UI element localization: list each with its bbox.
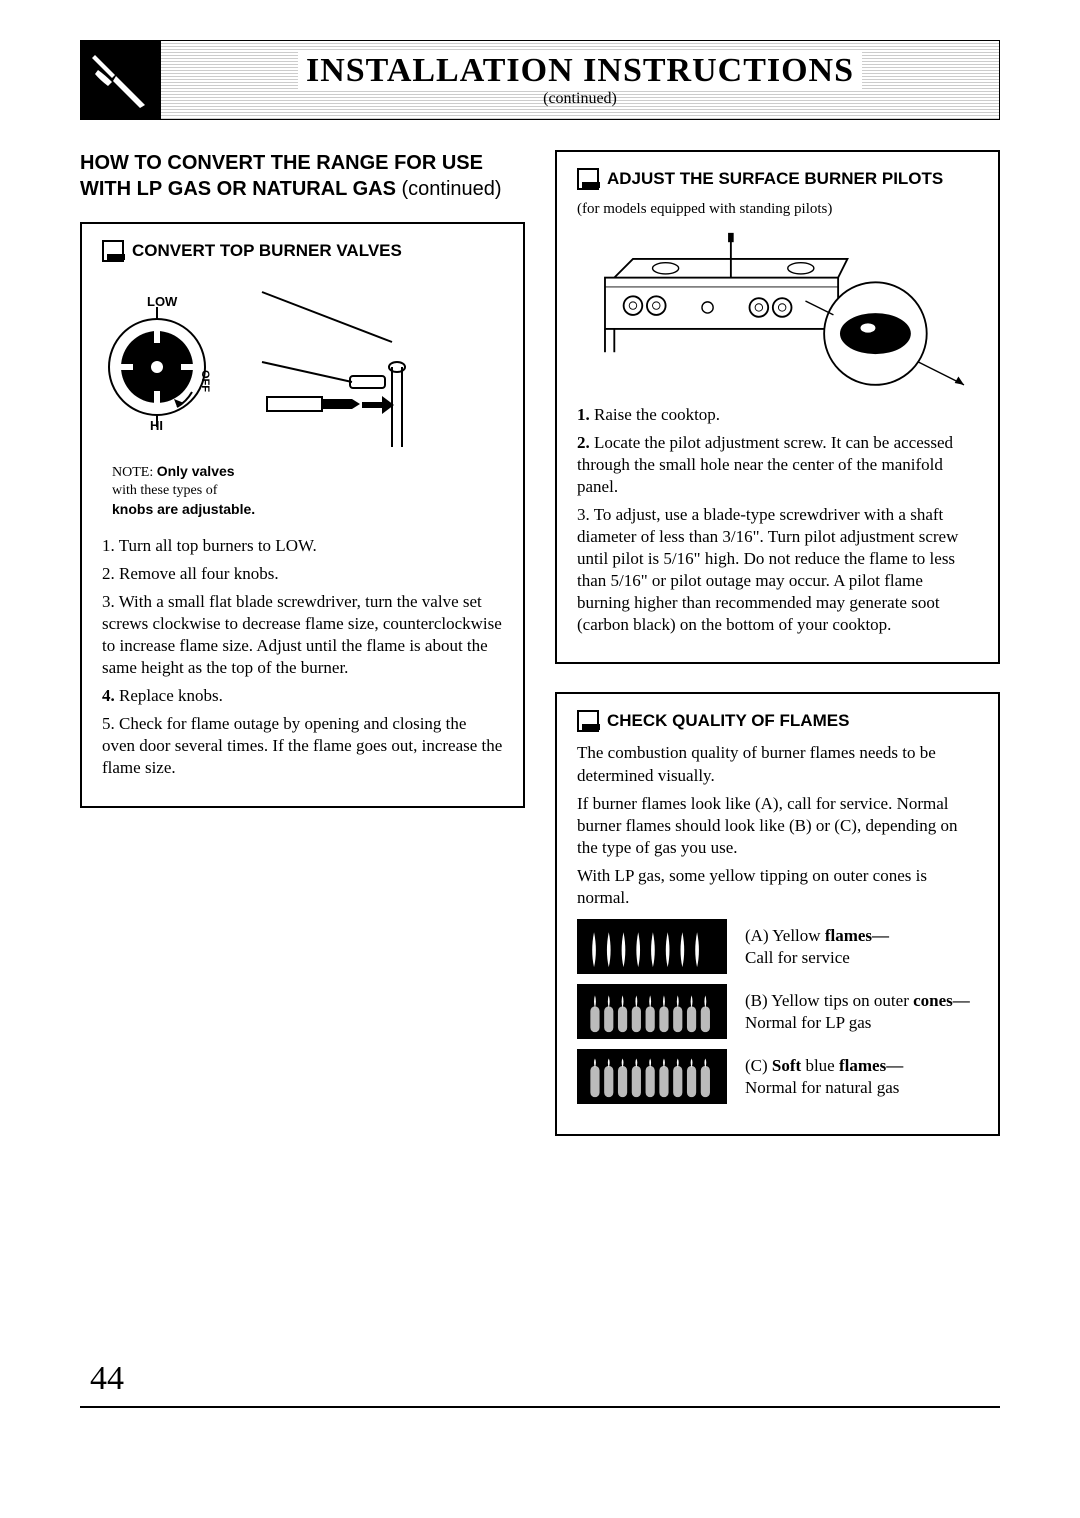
screwdriver-diagram bbox=[232, 272, 432, 452]
pilots-subtitle: (for models equipped with standing pilot… bbox=[577, 200, 978, 220]
pilot-step1: 1. Raise the cooktop. bbox=[577, 404, 978, 426]
section-heading: HOW TO CONVERT THE RANGE FOR USE WITH LP… bbox=[80, 150, 525, 202]
step1: 1. Turn all top burners to LOW. bbox=[102, 535, 503, 557]
step2: 2. Remove all four knobs. bbox=[102, 563, 503, 585]
flames-p3: With LP gas, some yellow tipping on oute… bbox=[577, 865, 978, 909]
note-prefix: NOTE: bbox=[112, 465, 157, 480]
note-bold1: Only valves bbox=[157, 463, 235, 479]
diagram-row: LOW OFF HI bbox=[102, 272, 503, 452]
fc-c: Normal for natural gas bbox=[745, 1078, 899, 1097]
cooktop-diagram bbox=[577, 226, 978, 396]
knob-note: NOTE: Only valves with these types of kn… bbox=[112, 462, 503, 521]
pilot-step3: 3. To adjust, use a blade-type screwdriv… bbox=[577, 504, 978, 637]
header-title: INSTALLATION INSTRUCTIONS bbox=[298, 52, 862, 90]
heading-line1: HOW TO CONVERT THE RANGE FOR USE bbox=[80, 152, 483, 174]
right-column: ADJUST THE SURFACE BURNER PILOTS (for mo… bbox=[555, 150, 1000, 1164]
check-flames-box: CHECK QUALITY OF FLAMES The combustion q… bbox=[555, 692, 1000, 1136]
flame-row-a: (A) Yellow flames— Call for service bbox=[577, 919, 978, 974]
checkbox-icon bbox=[577, 168, 599, 190]
svg-text:OFF: OFF bbox=[199, 370, 211, 392]
screwdriver-hand-icon bbox=[80, 40, 160, 120]
convert-valves-box: CONVERT TOP BURNER VALVES LOW bbox=[80, 222, 525, 808]
note-line2: with these types of bbox=[112, 483, 217, 498]
flame-c-icon bbox=[577, 1049, 727, 1104]
flame-b-icon bbox=[577, 984, 727, 1039]
flame-b-label: (B) Yellow tips on outer cones— Normal f… bbox=[745, 990, 970, 1033]
flame-a-icon bbox=[577, 919, 727, 974]
box-title-flames: CHECK QUALITY OF FLAMES bbox=[607, 711, 849, 731]
box-title-pilots: ADJUST THE SURFACE BURNER PILOTS bbox=[607, 169, 943, 189]
heading-line2a: WITH bbox=[80, 178, 137, 200]
fb-c: Normal for LP gas bbox=[745, 1013, 871, 1032]
fc-b: blue bbox=[801, 1056, 839, 1075]
page-number: 44 bbox=[90, 1360, 124, 1398]
fb-a: (B) Yellow tips on outer bbox=[745, 991, 913, 1010]
title-b: PILOTS bbox=[882, 169, 943, 188]
page-rule bbox=[80, 1406, 1000, 1408]
flame-a-label: (A) Yellow flames— Call for service bbox=[745, 925, 889, 968]
title-a: ADJUST THE SURFACE BURNER bbox=[607, 169, 882, 188]
box-title: CONVERT TOP BURNER VALVES bbox=[132, 241, 402, 261]
header-band: INSTALLATION INSTRUCTIONS (continued) bbox=[80, 40, 1000, 120]
svg-text:HI: HI bbox=[150, 418, 163, 432]
svg-text:LOW: LOW bbox=[147, 294, 178, 309]
step3: 3. With a small flat blade screwdriver, … bbox=[102, 591, 503, 679]
fa-c: Call for service bbox=[745, 948, 850, 967]
step5: 5. Check for flame outage by opening and… bbox=[102, 713, 503, 779]
flames-p1: The combustion quality of burner flames … bbox=[577, 742, 978, 786]
box-head-pilots: ADJUST THE SURFACE BURNER PILOTS bbox=[577, 168, 978, 190]
s2-text: Locate the pilot adjustment screw. It ca… bbox=[577, 433, 953, 496]
fc-b2: flames— bbox=[839, 1056, 903, 1075]
steps: 1. Turn all top burners to LOW. 2. Remov… bbox=[102, 535, 503, 780]
step4-num: 4. bbox=[102, 686, 115, 705]
s1-text: Raise the cooktop. bbox=[590, 405, 720, 424]
fa-b: flames— bbox=[825, 926, 889, 945]
flame-row-c: (C) Soft blue flames— Normal for natural… bbox=[577, 1049, 978, 1104]
flame-row-b: (B) Yellow tips on outer cones— Normal f… bbox=[577, 984, 978, 1039]
heading-lp: LP bbox=[137, 178, 163, 200]
knob-diagram: LOW OFF HI bbox=[102, 292, 212, 432]
step4: 4. Replace knobs. bbox=[102, 685, 503, 707]
heading-continued: (continued) bbox=[402, 178, 502, 200]
checkbox-icon bbox=[102, 240, 124, 262]
checkbox-icon bbox=[577, 710, 599, 732]
fc-a: (C) bbox=[745, 1056, 772, 1075]
step4-text: Replace knobs. bbox=[115, 686, 223, 705]
heading-line2b: GAS OR NATURAL GAS bbox=[162, 178, 401, 200]
header-subtitle: (continued) bbox=[543, 90, 617, 108]
adjust-pilots-box: ADJUST THE SURFACE BURNER PILOTS (for mo… bbox=[555, 150, 1000, 664]
s1-num: 1. bbox=[577, 405, 590, 424]
note-bold2: knobs are adjustable. bbox=[112, 501, 255, 517]
left-column: HOW TO CONVERT THE RANGE FOR USE WITH LP… bbox=[80, 150, 525, 1164]
content-columns: HOW TO CONVERT THE RANGE FOR USE WITH LP… bbox=[80, 150, 1000, 1164]
s2-num: 2. bbox=[577, 433, 590, 452]
flames-p2: If burner flames look like (A), call for… bbox=[577, 793, 978, 859]
pilot-steps: 1. Raise the cooktop. 2. Locate the pilo… bbox=[577, 404, 978, 637]
pilot-step2: 2. Locate the pilot adjustment screw. It… bbox=[577, 432, 978, 498]
flames-text: The combustion quality of burner flames … bbox=[577, 742, 978, 909]
box-head-flames: CHECK QUALITY OF FLAMES bbox=[577, 710, 978, 732]
header-title-box: INSTALLATION INSTRUCTIONS (continued) bbox=[160, 40, 1000, 120]
fa-a: (A) Yellow bbox=[745, 926, 825, 945]
fb-b: cones— bbox=[913, 991, 970, 1010]
fc-soft: Soft bbox=[772, 1056, 801, 1075]
flame-c-label: (C) Soft blue flames— Normal for natural… bbox=[745, 1055, 903, 1098]
box-head: CONVERT TOP BURNER VALVES bbox=[102, 240, 503, 262]
